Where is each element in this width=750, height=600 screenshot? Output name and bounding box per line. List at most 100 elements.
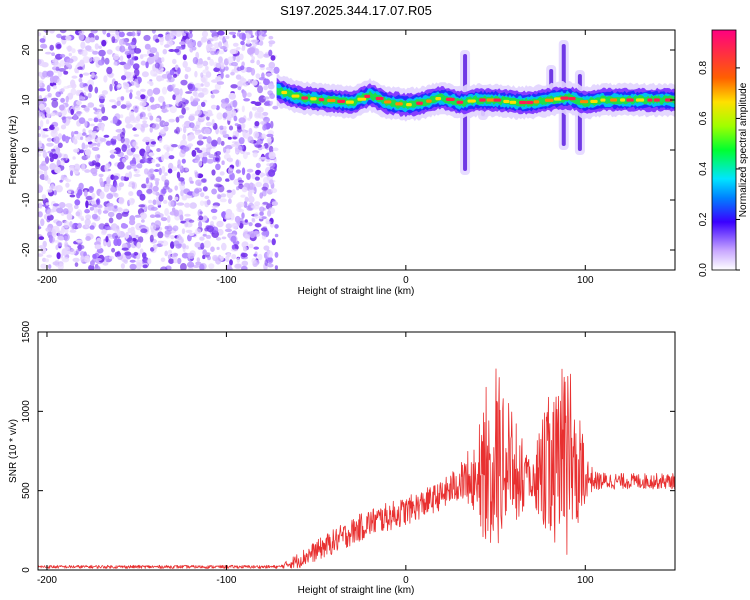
noise-blob (159, 129, 166, 135)
noise-blob (107, 211, 115, 218)
noise-blob (130, 226, 135, 231)
spec-ytick-label: 0 (21, 147, 32, 153)
noise-blob (44, 51, 52, 55)
colorbar-tick-label: 0.6 (698, 111, 709, 125)
noise-blob (149, 47, 158, 54)
noise-blob (200, 101, 206, 107)
noise-blob (268, 42, 273, 47)
noise-blob (118, 31, 125, 38)
noise-blob (228, 198, 232, 204)
noise-blob (141, 183, 147, 189)
noise-blob (202, 87, 209, 95)
noise-blob (246, 92, 252, 98)
noise-blob (57, 142, 63, 149)
noise-blob (139, 248, 144, 255)
noise-blob (250, 205, 256, 209)
noise-blob (206, 199, 211, 206)
noise-blob (148, 152, 155, 157)
noise-blob (46, 70, 54, 77)
spec-ytick-label: 20 (21, 44, 32, 56)
noise-blob (216, 112, 223, 120)
noise-blob (221, 160, 225, 165)
noise-blob (87, 92, 92, 99)
noise-blob (227, 167, 234, 175)
noise-blob (103, 185, 110, 193)
noise-blob (51, 99, 59, 108)
noise-blob (160, 266, 168, 270)
noise-blob (65, 35, 72, 41)
noise-blob (218, 56, 223, 64)
noise-blob (265, 73, 273, 76)
noise-blob (198, 134, 203, 140)
noise-blob (267, 256, 273, 263)
noise-blob (94, 35, 100, 41)
noise-blob (241, 33, 246, 42)
noise-blob (160, 217, 168, 222)
noise-blob (201, 30, 209, 38)
noise-blob (136, 90, 141, 97)
noise-blob (238, 209, 245, 213)
noise-blob (268, 35, 274, 40)
noise-blob (151, 229, 159, 237)
noise-blob (38, 82, 43, 87)
noise-blob (84, 149, 92, 156)
noise-blob (63, 86, 70, 89)
noise-blob (225, 212, 232, 219)
noise-blob (202, 233, 207, 237)
noise-blob (163, 121, 170, 126)
noise-blob (235, 74, 242, 80)
noise-blob (213, 183, 222, 188)
noise-blob (75, 211, 81, 217)
noise-blob (46, 254, 53, 258)
noise-blob (234, 215, 241, 223)
noise-blob (210, 47, 217, 51)
noise-blob (57, 241, 63, 247)
noise-blob (113, 238, 119, 246)
noise-blob (254, 48, 259, 56)
noise-blob (104, 164, 109, 172)
noise-blob (167, 254, 171, 260)
noise-blob (189, 122, 195, 129)
noise-blob (181, 243, 187, 250)
noise-blob (267, 83, 275, 90)
noise-blob (54, 62, 62, 70)
noise-blob (188, 232, 195, 236)
colorbar-ticks: 0.0 0.2 0.4 0.6 0.8 (698, 61, 740, 277)
noise-blob (76, 100, 82, 106)
noise-blob (119, 38, 124, 46)
noise-blob (208, 154, 215, 159)
noise-blob (132, 141, 138, 147)
noise-blob (95, 199, 100, 204)
noise-blob (202, 215, 208, 221)
noise-blob (219, 46, 227, 50)
noise-blob (162, 186, 170, 190)
noise-blob (98, 208, 102, 215)
noise-blob (73, 163, 81, 172)
noise-blob (179, 88, 183, 97)
noise-blob (75, 239, 83, 243)
noise-blob (130, 147, 136, 153)
noise-blob (201, 156, 208, 164)
signal-peak (486, 98, 495, 102)
noise-blob (208, 263, 215, 269)
noise-blob (58, 68, 66, 72)
noise-blob (269, 162, 276, 168)
signal-peak (416, 101, 423, 105)
noise-blob (134, 123, 143, 130)
signal-peak (533, 100, 540, 104)
snr-ylabel: SNR (10 * v/v) (8, 419, 19, 483)
noise-blob (176, 202, 185, 206)
noise-blob (98, 118, 103, 123)
noise-blob (85, 236, 91, 241)
noise-blob (99, 104, 105, 108)
signal-band-green (276, 87, 675, 110)
noise-blob (88, 56, 93, 62)
noise-blob (167, 249, 173, 255)
noise-blob (273, 66, 280, 74)
noise-blob (192, 126, 197, 132)
noise-blob (164, 44, 170, 48)
noise-blob (129, 259, 136, 263)
noise-blob (218, 41, 223, 48)
noise-blob (260, 121, 267, 125)
